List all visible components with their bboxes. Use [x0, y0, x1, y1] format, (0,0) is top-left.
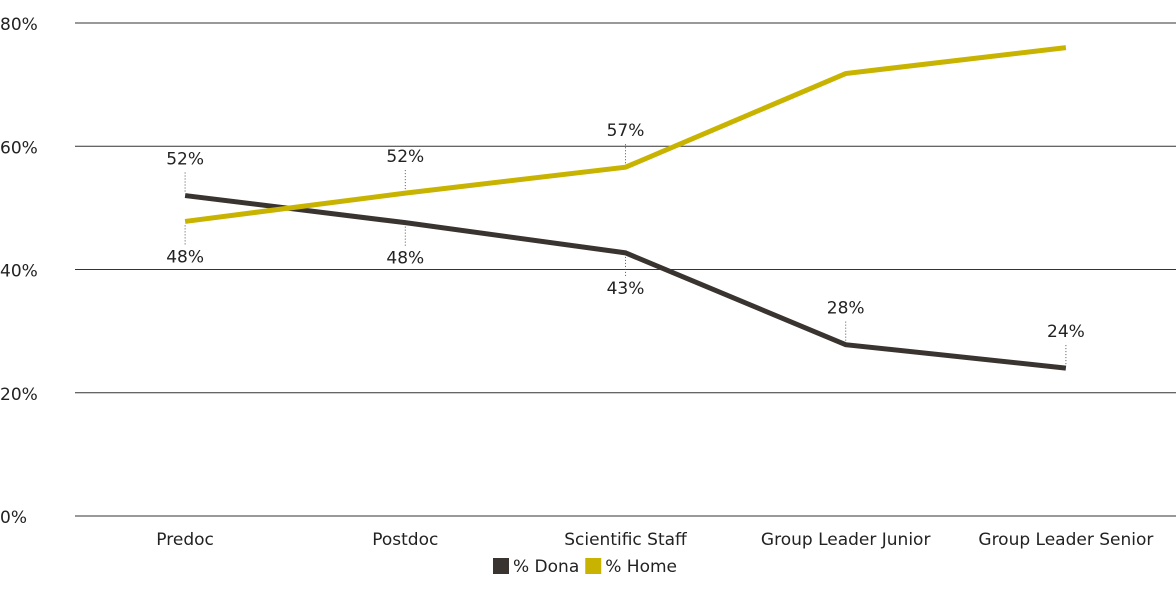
legend-label: % Home [605, 557, 677, 577]
y-tick-label: 40% [0, 262, 38, 282]
data-label: 48% [166, 247, 204, 267]
legend-swatch [493, 558, 509, 574]
data-label: 43% [607, 279, 645, 299]
x-tick-label: Postdoc [372, 530, 438, 550]
y-tick-label: 0% [0, 508, 27, 528]
y-tick-label: 20% [0, 385, 38, 405]
x-tick-label: Scientific Staff [564, 530, 688, 550]
data-label: 52% [166, 150, 204, 170]
data-label: 52% [386, 147, 424, 167]
legend-swatch [585, 558, 602, 574]
x-tick-label: Predoc [156, 530, 214, 550]
series-line [184, 45, 1067, 224]
y-tick-label: 80% [0, 15, 38, 35]
data-label: 48% [386, 249, 424, 269]
x-tick-label: Group Leader Junior [761, 530, 931, 550]
y-tick-label: 60% [0, 138, 38, 158]
x-tick-label: Group Leader Senior [978, 530, 1153, 550]
series-line [184, 193, 1067, 371]
legend-label: % Dona [513, 557, 579, 577]
data-label: 24% [1047, 322, 1085, 342]
data-label: 57% [607, 121, 645, 141]
data-label: 28% [827, 299, 865, 319]
